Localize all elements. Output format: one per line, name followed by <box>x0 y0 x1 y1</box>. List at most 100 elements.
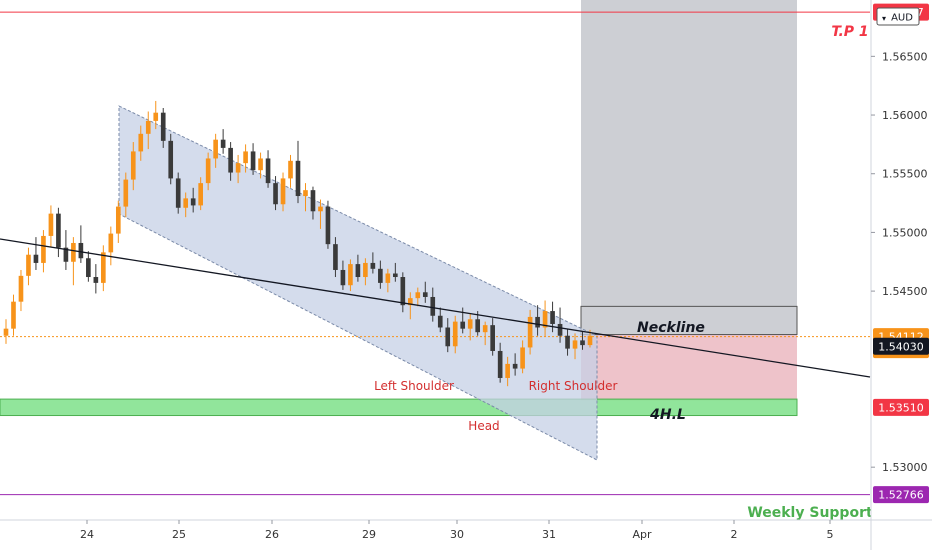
candle[interactable] <box>535 305 540 336</box>
candle-body <box>497 350 503 378</box>
candle[interactable] <box>520 340 525 374</box>
candle[interactable] <box>33 237 39 270</box>
descending-channel[interactable] <box>118 105 598 461</box>
candle[interactable] <box>363 258 368 286</box>
candle[interactable] <box>490 318 495 356</box>
price-axis[interactable]: 1.56500 1.56000 1.55500 1.55000 1.54500 1.530… <box>870 0 932 550</box>
candle-body <box>101 252 106 283</box>
candle[interactable] <box>430 287 436 322</box>
neckline-box[interactable] <box>580 305 798 336</box>
candle[interactable] <box>437 307 443 333</box>
candle[interactable] <box>422 281 428 303</box>
candle[interactable] <box>138 125 144 161</box>
support-zone-4h[interactable] <box>0 398 798 417</box>
candle[interactable] <box>78 225 84 263</box>
candle[interactable] <box>175 172 181 214</box>
candle[interactable] <box>41 230 46 273</box>
candle[interactable] <box>26 247 31 286</box>
price-tag-trend[interactable]: 1.54030 <box>873 337 929 355</box>
candle[interactable] <box>452 315 458 354</box>
candle[interactable] <box>445 318 451 353</box>
candle[interactable] <box>542 300 548 337</box>
candle[interactable] <box>198 177 203 211</box>
candle[interactable] <box>213 133 218 168</box>
candle-body <box>3 328 9 336</box>
candle[interactable] <box>280 172 286 212</box>
candle[interactable] <box>101 245 106 292</box>
candle[interactable] <box>527 309 533 355</box>
candle[interactable] <box>160 107 166 148</box>
candle[interactable] <box>407 292 413 320</box>
candle[interactable] <box>190 187 196 213</box>
candle[interactable] <box>86 251 91 282</box>
candle[interactable] <box>153 100 159 130</box>
candle[interactable] <box>415 287 421 307</box>
candle[interactable] <box>505 356 510 387</box>
target-zone[interactable] <box>581 0 797 401</box>
candle[interactable] <box>385 268 391 293</box>
candle[interactable] <box>115 200 121 243</box>
chevron-down-icon[interactable]: ▾ <box>882 14 886 23</box>
candle-body <box>407 298 413 306</box>
candle[interactable] <box>243 144 248 173</box>
neckline-trendline[interactable] <box>0 238 871 378</box>
stop-zone[interactable] <box>581 334 797 401</box>
candle[interactable] <box>348 259 353 292</box>
candle[interactable] <box>265 150 271 188</box>
candle[interactable] <box>273 176 278 211</box>
candle[interactable] <box>400 272 406 313</box>
candle[interactable] <box>93 264 99 294</box>
candle[interactable] <box>482 321 488 346</box>
candle[interactable] <box>497 342 503 383</box>
candle[interactable] <box>325 200 331 249</box>
candle[interactable] <box>48 205 54 247</box>
candle[interactable] <box>333 237 338 278</box>
candle[interactable] <box>3 319 9 344</box>
candle[interactable] <box>288 154 293 188</box>
candle-body <box>63 247 69 262</box>
candle-body <box>145 120 151 134</box>
candle[interactable] <box>145 111 151 150</box>
candle-body <box>445 327 451 347</box>
horizontal-lines <box>0 11 870 496</box>
candle[interactable] <box>130 142 136 191</box>
candle-body <box>475 319 481 333</box>
price-tag-weekly[interactable]: 1.52766 <box>873 486 929 504</box>
candle[interactable] <box>235 154 241 184</box>
candle-body <box>363 262 368 278</box>
price-tag-sl[interactable]: 1.53510 <box>873 398 929 416</box>
candle[interactable] <box>295 140 301 204</box>
candle[interactable] <box>580 331 585 350</box>
candle[interactable] <box>303 183 308 212</box>
candle-body <box>370 262 376 269</box>
candle[interactable] <box>355 254 361 282</box>
candle[interactable] <box>378 260 383 289</box>
candle[interactable] <box>258 152 263 179</box>
candle[interactable] <box>318 199 323 229</box>
candle[interactable] <box>183 192 189 218</box>
candle[interactable] <box>512 353 518 376</box>
candle[interactable] <box>11 294 16 336</box>
candle[interactable] <box>250 143 256 175</box>
candle[interactable] <box>220 129 226 154</box>
candle[interactable] <box>168 133 174 185</box>
candle[interactable] <box>205 152 211 191</box>
candle[interactable] <box>71 237 76 286</box>
candle[interactable] <box>557 307 563 343</box>
candle-body <box>378 268 383 283</box>
candle[interactable] <box>370 252 376 274</box>
candle[interactable] <box>340 260 346 290</box>
candle[interactable] <box>18 269 24 312</box>
currency-badge[interactable]: AUD ▾ <box>876 7 920 26</box>
candle[interactable] <box>123 172 129 218</box>
candle[interactable] <box>108 226 114 266</box>
candle[interactable] <box>310 186 316 220</box>
candle-body <box>565 335 570 349</box>
candle[interactable] <box>393 262 398 282</box>
candle[interactable] <box>572 333 578 360</box>
candle[interactable] <box>467 313 473 341</box>
candle[interactable] <box>228 142 233 181</box>
candle[interactable] <box>565 328 570 356</box>
time-axis[interactable]: 24 25 26 29 30 31 Apr 2 5 <box>0 519 932 541</box>
